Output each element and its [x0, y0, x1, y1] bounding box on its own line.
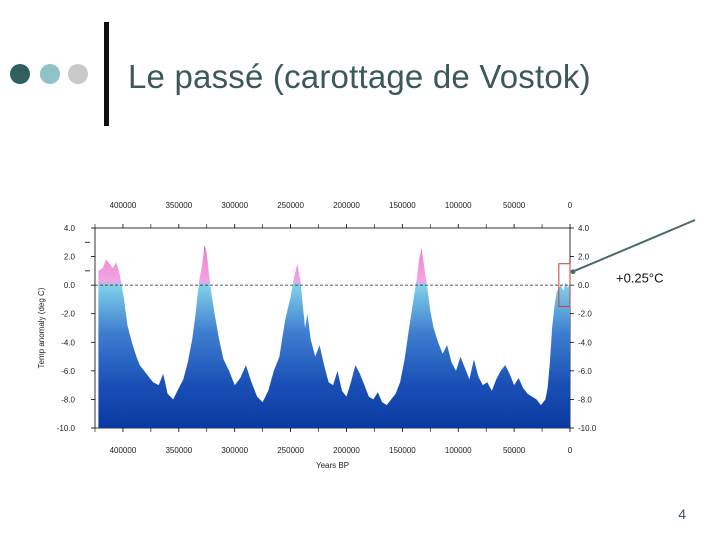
y-tick-label-right: -10.0 — [578, 424, 597, 433]
y-tick-label-right: -8.0 — [578, 395, 592, 404]
y-tick-label-left: -8.0 — [61, 395, 75, 404]
title-divider — [104, 22, 109, 126]
x-axis-label: Years BP — [316, 461, 349, 470]
callout-line — [574, 219, 696, 272]
slide-title: Le passé (carottage de Vostok) — [128, 58, 591, 95]
y-tick-label-left: -2.0 — [61, 310, 75, 319]
y-tick-label-right: -6.0 — [578, 367, 592, 376]
x-tick-label-top: 0 — [568, 201, 573, 210]
y-tick-label-right: -4.0 — [578, 338, 592, 347]
y-tick-label-left: 4.0 — [64, 224, 76, 233]
y-axis-label: Temp anomaly (deg C) — [37, 287, 46, 368]
x-tick-label-bottom: 0 — [568, 446, 573, 455]
x-tick-label-top: 50000 — [503, 201, 526, 210]
bullet-dot-grey — [68, 64, 88, 84]
y-tick-label-left: -10.0 — [57, 424, 76, 433]
x-tick-label-top: 300000 — [221, 201, 248, 210]
recent-warming-box — [558, 263, 571, 308]
vostok-temperature-chart: 4.0 4.0 2.0 2.0 0.0 0.0 -2.0 -2.0 -4.0 -4.0 -6.0 -6… — [37, 201, 696, 470]
x-tick-label-bottom: 50000 — [503, 446, 526, 455]
decorative-bullets — [10, 64, 100, 88]
x-tick-label-bottom: 300000 — [221, 446, 248, 455]
x-tick-label-bottom: 400000 — [110, 446, 137, 455]
x-tick-label-bottom: 100000 — [445, 446, 472, 455]
x-tick-label-bottom: 200000 — [333, 446, 360, 455]
x-tick-label-top: 200000 — [333, 201, 360, 210]
x-tick-label-bottom: 350000 — [165, 446, 192, 455]
x-tick-label-bottom: 150000 — [389, 446, 416, 455]
x-tick-label-top: 400000 — [110, 201, 137, 210]
x-tick-label-top: 250000 — [277, 201, 304, 210]
y-tick-label-left: -6.0 — [61, 367, 75, 376]
y-tick-label-left: 2.0 — [64, 253, 76, 262]
y-tick-label-right: 4.0 — [578, 224, 590, 233]
callout-arrowhead — [570, 269, 576, 275]
x-tick-label-top: 350000 — [165, 201, 192, 210]
temperature-area-series-0 — [98, 245, 571, 428]
x-tick-label-top: 100000 — [445, 201, 472, 210]
bullet-dot-light — [40, 64, 60, 84]
x-tick-label-bottom: 250000 — [277, 446, 304, 455]
y-tick-label-left: 0.0 — [64, 281, 76, 290]
y-tick-label-right: 2.0 — [578, 253, 590, 262]
y-tick-label-right: 0.0 — [578, 281, 590, 290]
y-tick-label-right: -2.0 — [578, 310, 592, 319]
bullet-dot-dark — [10, 64, 30, 84]
callout-label: +0.25°C — [616, 271, 663, 286]
page-number: 4 — [678, 506, 686, 522]
y-tick-label-left: -4.0 — [61, 338, 75, 347]
x-tick-label-top: 150000 — [389, 201, 416, 210]
